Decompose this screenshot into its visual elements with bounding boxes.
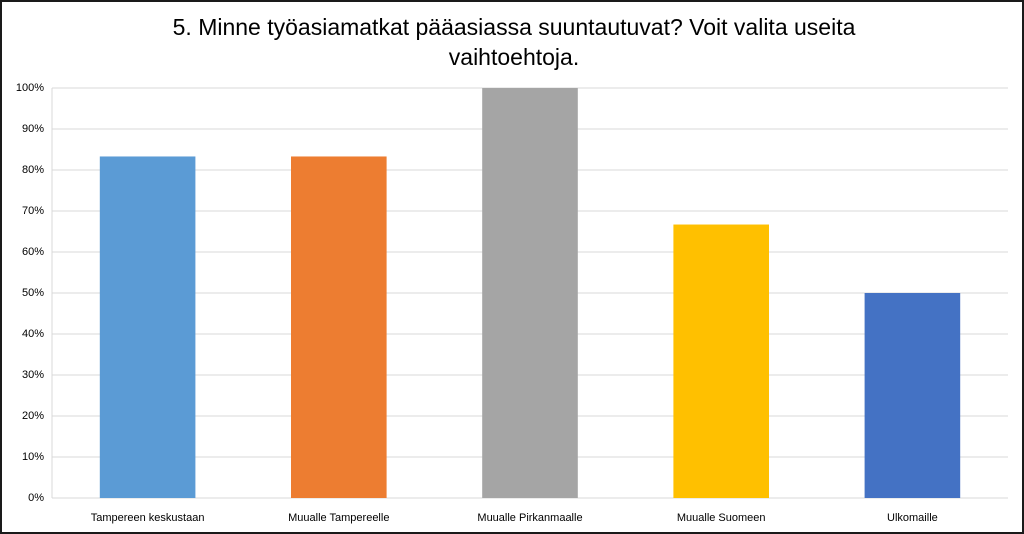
y-tick-label: 70% [22, 205, 44, 217]
x-tick-label: Ulkomaille [887, 512, 938, 524]
y-tick-label: 30% [22, 369, 44, 381]
chart-title: 5. Minne työasiamatkat pääasiassa suunta… [172, 14, 856, 70]
bar [482, 88, 578, 498]
y-tick-label: 0% [28, 492, 44, 504]
x-tick-label: Tampereen keskustaan [91, 512, 205, 524]
y-tick-label: 10% [22, 451, 44, 463]
y-tick-label: 40% [22, 328, 44, 340]
x-tick-label: Muualle Suomeen [677, 512, 766, 524]
y-tick-label: 80% [22, 164, 44, 176]
bar [291, 156, 387, 498]
y-tick-label: 20% [22, 410, 44, 422]
y-tick-label: 100% [16, 82, 44, 94]
bar [99, 156, 196, 498]
x-tick-label: Muualle Pirkanmaalle [477, 512, 582, 524]
bar [864, 293, 961, 498]
bar [673, 224, 769, 498]
y-tick-label: 90% [22, 123, 44, 135]
y-tick-label: 60% [22, 246, 44, 258]
x-tick-label: Muualle Tampereelle [288, 512, 389, 524]
y-tick-label: 50% [22, 287, 44, 299]
